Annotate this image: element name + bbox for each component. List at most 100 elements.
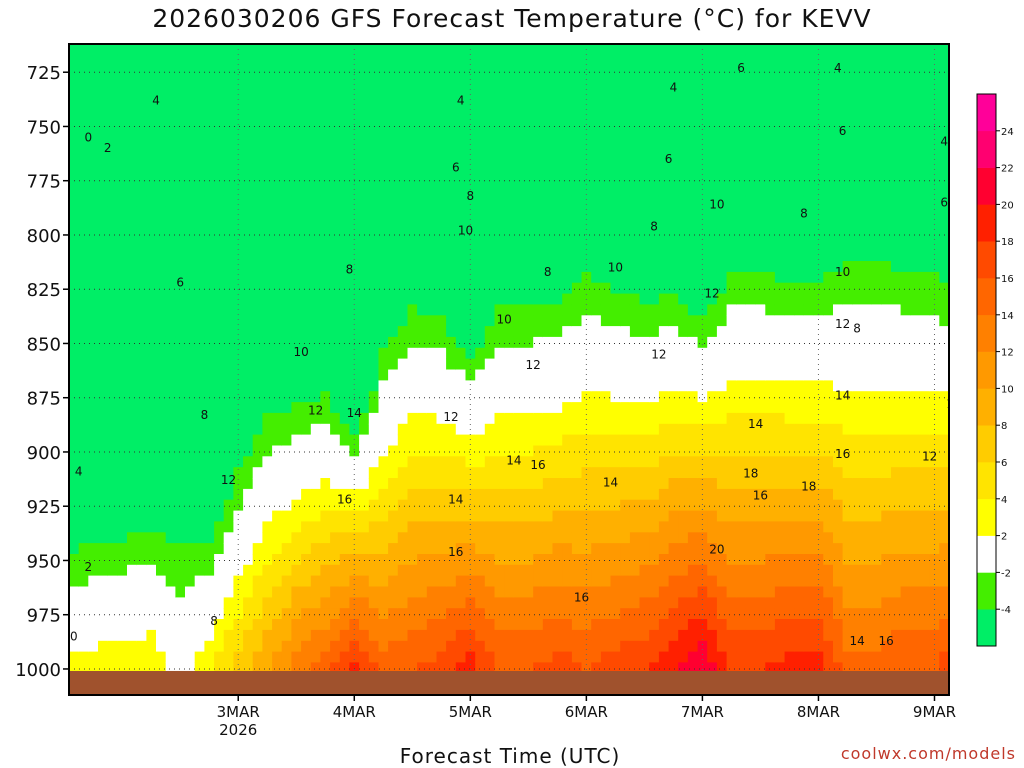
- heatmap-cell: [223, 185, 234, 197]
- heatmap-cell: [349, 217, 360, 229]
- heatmap-cell: [852, 651, 863, 663]
- heatmap-cell: [455, 65, 467, 78]
- heatmap-cell: [281, 369, 292, 381]
- heatmap-cell: [475, 575, 486, 588]
- heatmap-cell: [146, 239, 157, 251]
- heatmap-cell: [707, 250, 718, 262]
- heatmap-cell: [842, 380, 853, 392]
- heatmap-cell: [78, 456, 89, 468]
- heatmap-cell: [156, 651, 167, 663]
- heatmap-cell: [823, 467, 834, 479]
- heatmap-cell: [320, 402, 331, 414]
- heatmap-cell: [533, 434, 544, 447]
- heatmap-cell: [204, 434, 215, 447]
- heatmap-cell: [668, 65, 679, 78]
- heatmap-cell: [678, 629, 689, 642]
- heatmap-cell: [204, 174, 215, 186]
- heatmap-cell: [359, 217, 370, 229]
- heatmap-cell: [774, 250, 786, 262]
- heatmap-cell: [281, 250, 292, 262]
- heatmap-cell: [185, 315, 196, 327]
- heatmap-cell: [639, 619, 650, 631]
- heatmap-cell: [117, 206, 128, 219]
- heatmap-cell: [678, 228, 689, 240]
- heatmap-cell: [310, 543, 322, 555]
- heatmap-cell: [668, 521, 679, 533]
- heatmap-cell: [214, 185, 225, 197]
- heatmap-cell: [436, 347, 447, 360]
- heatmap-cell: [359, 369, 370, 381]
- heatmap-cell: [214, 434, 225, 447]
- heatmap-cell: [359, 380, 370, 392]
- heatmap-cell: [98, 597, 109, 609]
- heatmap-cell: [542, 499, 554, 512]
- heatmap-cell: [98, 445, 109, 457]
- heatmap-cell: [349, 326, 360, 338]
- heatmap-cell: [417, 206, 428, 219]
- heatmap-cell: [765, 423, 776, 436]
- heatmap-cell: [127, 380, 138, 392]
- heatmap-cell: [301, 651, 312, 663]
- heatmap-cell: [629, 412, 641, 425]
- heatmap-cell: [107, 369, 118, 381]
- heatmap-cell: [127, 185, 138, 197]
- heatmap-cell: [523, 271, 534, 284]
- heatmap-cell: [726, 185, 737, 197]
- heatmap-cell: [736, 228, 747, 240]
- heatmap-cell: [610, 271, 621, 284]
- heatmap-cell: [146, 445, 157, 457]
- heatmap-cell: [417, 543, 428, 555]
- heatmap-cell: [388, 54, 399, 67]
- heatmap-cell: [127, 467, 138, 479]
- heatmap-cell: [774, 434, 786, 447]
- heatmap-cell: [523, 315, 534, 327]
- heatmap-cell: [262, 326, 273, 338]
- heatmap-cell: [784, 640, 795, 653]
- heatmap-cell: [678, 44, 689, 56]
- heatmap-cell: [774, 152, 786, 164]
- heatmap-cell: [552, 434, 563, 447]
- heatmap-cell: [736, 456, 747, 468]
- heatmap-cell: [107, 564, 118, 577]
- heatmap-cell: [223, 141, 234, 154]
- heatmap-cell: [475, 195, 486, 208]
- heatmap-cell: [823, 206, 834, 219]
- heatmap-cell: [639, 315, 650, 327]
- heatmap-cell: [620, 434, 631, 447]
- heatmap-cell: [378, 44, 389, 56]
- heatmap-cell: [397, 174, 409, 186]
- heatmap-cell: [726, 315, 737, 327]
- heatmap-cell: [862, 130, 873, 143]
- heatmap-cell: [591, 402, 602, 414]
- heatmap-cell: [281, 597, 292, 609]
- heatmap-cell: [803, 445, 815, 457]
- heatmap-cell: [388, 456, 399, 468]
- heatmap-cell: [494, 358, 505, 371]
- heatmap-cell: [436, 195, 447, 208]
- heatmap-cell: [504, 402, 515, 414]
- heatmap-cell: [871, 87, 882, 99]
- heatmap-cell: [359, 478, 370, 490]
- heatmap-cell: [649, 239, 660, 251]
- heatmap-cell: [571, 391, 583, 403]
- heatmap-cell: [475, 336, 486, 349]
- heatmap-cell: [542, 597, 554, 609]
- heatmap-cell: [852, 54, 863, 67]
- heatmap-cell: [484, 109, 496, 121]
- heatmap-cell: [542, 445, 554, 457]
- heatmap-cell: [668, 271, 679, 284]
- heatmap-cell: [697, 87, 708, 99]
- heatmap-cell: [726, 521, 737, 533]
- heatmap-cell: [301, 369, 312, 381]
- heatmap-cell: [136, 163, 147, 175]
- heatmap-cell: [649, 282, 660, 295]
- heatmap-cell: [136, 239, 147, 251]
- heatmap-cell: [504, 152, 515, 164]
- heatmap-cell: [823, 304, 834, 316]
- heatmap-cell: [455, 467, 467, 479]
- heatmap-cell: [542, 510, 554, 522]
- heatmap-cell: [629, 640, 641, 653]
- heatmap-cell: [610, 521, 621, 533]
- heatmap-cell: [98, 87, 109, 99]
- heatmap-cell: [272, 597, 283, 609]
